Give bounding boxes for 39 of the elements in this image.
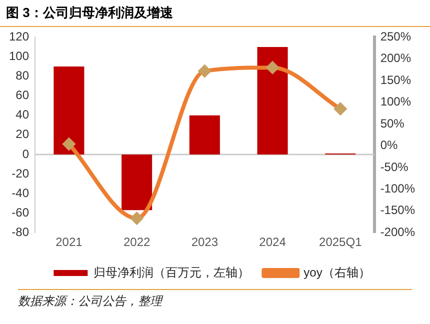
y2-tick-label: 250% <box>380 30 412 44</box>
y-tick-label: 80 <box>16 68 30 83</box>
y2-tick-label: 100% <box>380 94 412 109</box>
y-tick-label: -40 <box>12 186 30 200</box>
y-tick-label: -60 <box>12 205 30 220</box>
x-tick-label: 2025Q1 <box>319 235 362 250</box>
point <box>334 102 346 115</box>
bar <box>189 115 220 154</box>
x-tick-label: 2024 <box>259 235 286 250</box>
point <box>62 138 75 150</box>
point <box>266 62 279 74</box>
chart-title: 图 3：公司归母净利润及增速 <box>0 0 430 27</box>
y2-tick-label: 200% <box>380 51 412 66</box>
y2-tick-label: -200% <box>380 224 416 239</box>
y2-tick-label: -50% <box>380 160 409 174</box>
y-tick-label: -80 <box>12 224 30 239</box>
bar <box>257 46 288 154</box>
x-tick-label: 2022 <box>123 235 150 250</box>
y-tick-label: 60 <box>16 88 30 102</box>
y2-tick-label: 0% <box>380 138 398 152</box>
legend-label: 归母净利润（百万元，左轴） <box>94 265 250 280</box>
x-tick-label: 2023 <box>191 235 218 250</box>
y2-tick-label: -100% <box>380 181 416 196</box>
y2-tick-label: 150% <box>380 72 412 87</box>
y-tick-label: 120 <box>8 30 30 44</box>
y-tick-label: 40 <box>16 108 30 122</box>
source-note: 数据来源：公司公告，整理 <box>18 289 412 313</box>
y-tick-label: -20 <box>12 166 30 180</box>
y2-tick-label: 50% <box>380 116 405 130</box>
y-tick-label: 20 <box>16 127 30 142</box>
x-tick-label: 2021 <box>56 235 83 250</box>
point <box>198 65 211 78</box>
y2-tick-label: -150% <box>380 203 416 218</box>
y-tick-label: 0 <box>22 146 30 161</box>
bar <box>122 154 152 210</box>
point <box>130 212 143 224</box>
bar <box>54 66 84 154</box>
legend-label: yoy（右轴） <box>304 265 370 280</box>
y-tick-label: 100 <box>8 49 30 64</box>
